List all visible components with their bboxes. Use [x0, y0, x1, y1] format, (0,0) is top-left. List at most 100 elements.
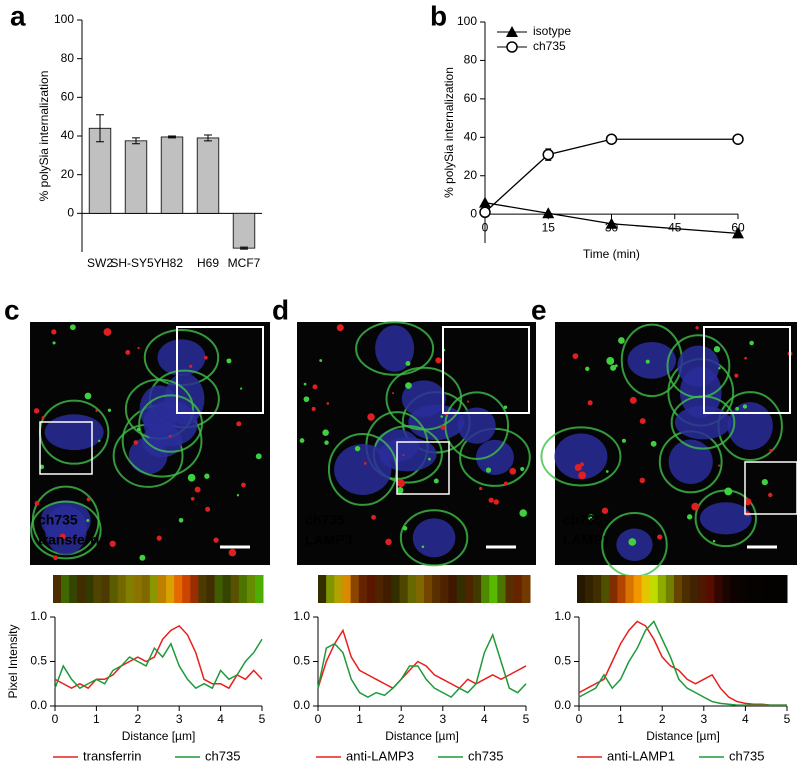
puncta — [488, 497, 494, 503]
membrane — [355, 321, 435, 376]
profile-strip-cell — [334, 575, 343, 603]
puncta — [768, 492, 773, 498]
profile-strip-cell — [424, 575, 433, 603]
puncta — [240, 387, 243, 390]
puncta — [136, 427, 141, 432]
profile-strip-cell — [350, 575, 360, 603]
x-tick-label: 0 — [576, 712, 583, 726]
error-bar — [168, 135, 176, 139]
x-tick-label: 1 — [617, 712, 624, 726]
profile-strip-cell — [641, 575, 651, 603]
x-tick-label: 2 — [659, 712, 666, 726]
profile-strip-cell — [407, 575, 417, 603]
puncta — [520, 466, 525, 471]
y-axis-title: Pixel Intensity — [6, 624, 20, 698]
puncta — [354, 445, 361, 452]
channel-label: transferrin — [38, 532, 108, 548]
series-line — [578, 620, 787, 706]
profile-strip-cell — [521, 575, 531, 603]
x-tick-label: 5 — [784, 712, 791, 726]
legend-label: isotype — [533, 24, 571, 38]
puncta — [303, 382, 307, 386]
x-tick-label: H69 — [197, 256, 219, 270]
profile-strip-cell — [190, 575, 199, 603]
profile-strip-cell — [577, 575, 586, 603]
panel-label: e — [531, 294, 547, 325]
profile-strip-cell — [472, 575, 482, 603]
puncta — [69, 324, 76, 331]
puncta — [606, 357, 615, 365]
profile-strip-cell — [649, 575, 659, 603]
puncta — [440, 415, 443, 418]
puncta — [580, 462, 584, 467]
membrane — [666, 334, 731, 399]
puncta — [686, 514, 693, 520]
profile-strip-cell — [117, 575, 127, 603]
puncta — [629, 396, 637, 404]
puncta — [84, 392, 92, 400]
puncta — [639, 477, 646, 484]
nucleus — [44, 414, 104, 451]
profile-strip-cell — [342, 575, 352, 603]
profile-strip-cell — [657, 575, 667, 603]
membrane — [138, 394, 203, 453]
profile-strip-cell — [415, 575, 425, 603]
puncta — [367, 413, 375, 421]
error-bar — [204, 134, 212, 142]
puncta — [52, 341, 56, 345]
puncta — [493, 499, 499, 505]
y-tick-label: 80 — [464, 53, 478, 67]
profile-strip-cell — [158, 575, 167, 603]
x-tick-label: SH-SY5Y — [110, 256, 161, 270]
marker — [605, 133, 618, 145]
membrane — [30, 500, 102, 560]
puncta — [657, 534, 663, 540]
puncta — [168, 434, 172, 438]
puncta — [440, 425, 446, 430]
y-tick-label: 0.0 — [554, 698, 571, 712]
profile-strip-cell — [633, 575, 643, 603]
y-tick-label: 20 — [464, 168, 478, 182]
puncta — [133, 440, 139, 445]
profile-strip-cell — [609, 575, 618, 603]
puncta — [718, 366, 721, 370]
nucleus — [727, 402, 773, 450]
nucleus — [674, 405, 732, 440]
x-tick-label: 3 — [700, 712, 707, 726]
puncta — [718, 464, 721, 467]
puncta — [466, 400, 470, 403]
profile-strip-cell — [481, 575, 490, 603]
error-bar — [240, 246, 248, 250]
y-tick-label: 20 — [61, 167, 75, 181]
bar — [232, 212, 256, 249]
profile-strip-cell — [85, 575, 94, 603]
channel-label: ch735 — [38, 512, 78, 528]
profile-strip-cell — [69, 575, 78, 603]
profile-strip-cell — [448, 575, 458, 603]
puncta — [744, 356, 747, 360]
profile-strip-cell — [399, 575, 409, 603]
profile-strip-cell — [440, 575, 449, 603]
inset — [703, 326, 791, 414]
y-tick-label: 0.5 — [554, 654, 571, 668]
profile-strip-cell — [182, 575, 191, 603]
series-line — [54, 624, 263, 690]
x-tick-label: 4 — [481, 712, 488, 726]
bar — [160, 136, 184, 214]
profile-strip-cell — [464, 575, 474, 603]
puncta — [639, 418, 646, 425]
series-line — [578, 620, 787, 706]
y-tick-label: 0.0 — [293, 698, 310, 712]
profile-strip-cell — [706, 575, 715, 603]
profile-strip-cell — [61, 575, 70, 603]
y-tick-label: 60 — [464, 91, 478, 105]
puncta — [103, 328, 112, 336]
x-tick-label: 4 — [217, 712, 224, 726]
puncta — [574, 463, 582, 472]
x-tick-label: 15 — [542, 220, 556, 234]
puncta — [190, 496, 195, 501]
marker — [506, 26, 518, 37]
puncta — [479, 486, 483, 491]
profile-strip-cell — [391, 575, 401, 603]
profile-strip-cell — [166, 575, 175, 603]
